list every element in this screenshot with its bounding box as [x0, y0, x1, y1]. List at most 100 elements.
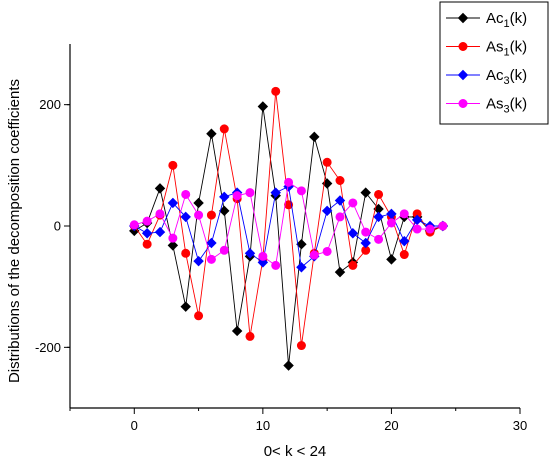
data-point [373, 211, 384, 223]
data-point [412, 224, 422, 234]
series-line [134, 106, 444, 366]
data-point [321, 205, 333, 217]
legend-marker [458, 41, 468, 51]
data-point [348, 198, 358, 208]
data-point [206, 254, 216, 264]
data-point [219, 245, 229, 255]
data-point [244, 248, 256, 259]
data-point [334, 195, 346, 206]
data-point [347, 228, 359, 239]
data-point [361, 227, 371, 237]
data-point [167, 240, 179, 251]
x-tick-label: 10 [256, 418, 270, 433]
y-tick-label: -200 [35, 340, 61, 355]
y-tick-label: 200 [39, 97, 61, 112]
data-point [438, 221, 448, 231]
data-point [180, 211, 191, 223]
legend-item: Ac1(k) [446, 10, 527, 30]
x-axis-title: 0< k < 24 [264, 443, 327, 460]
x-tick-label: 30 [513, 418, 527, 433]
data-point [335, 176, 345, 186]
data-point [142, 239, 152, 249]
data-point [180, 301, 191, 312]
data-point [296, 341, 306, 351]
data-point [334, 266, 346, 278]
data-point [193, 197, 204, 209]
data-point [206, 128, 217, 140]
x-tick-label: 20 [384, 418, 398, 433]
legend-marker [458, 99, 468, 109]
data-point [193, 255, 204, 267]
legend-marker [457, 12, 469, 24]
legend-marker [457, 69, 469, 81]
data-point [296, 238, 307, 250]
legend-label: Ac3(k) [486, 67, 527, 87]
data-point [258, 251, 268, 261]
data-point [360, 237, 371, 249]
series-line [133, 91, 444, 346]
data-point [284, 200, 294, 210]
data-point [141, 228, 153, 239]
data-point [374, 189, 384, 199]
legend-label: As1(k) [486, 39, 527, 59]
data-point [270, 187, 281, 198]
data-point [154, 226, 166, 238]
series-ac1 [129, 101, 449, 371]
data-point [232, 191, 242, 201]
x-tick-label: 0 [131, 418, 138, 433]
data-point [335, 212, 345, 222]
data-point [374, 234, 384, 244]
data-point [167, 197, 179, 209]
axes: 0 10 20 30 -200 0 200 [35, 44, 527, 433]
legend-item: As3(k) [446, 96, 527, 116]
data-point [399, 235, 410, 247]
data-point [322, 157, 332, 167]
series-layer [129, 86, 449, 371]
data-point [257, 101, 269, 112]
legend-label: Ac1(k) [486, 10, 527, 30]
legend-label: As3(k) [486, 96, 527, 116]
data-point [283, 360, 294, 371]
data-point [194, 210, 204, 220]
data-point [309, 131, 320, 143]
data-point [284, 177, 294, 187]
legend: Ac1(k) As1(k) Ac3(k) As3(k) [439, 1, 549, 125]
data-point [386, 218, 396, 228]
data-point [181, 189, 191, 199]
data-point [271, 86, 281, 96]
data-point [194, 311, 204, 321]
data-point [296, 186, 306, 196]
data-point [386, 254, 397, 265]
legend-item: As1(k) [446, 39, 527, 59]
data-point [155, 209, 165, 219]
data-point [219, 191, 230, 203]
legend-item: Ac3(k) [446, 67, 527, 87]
data-point [271, 260, 281, 270]
y-tick-label: 0 [54, 219, 61, 234]
data-point [322, 246, 332, 256]
data-point [206, 210, 216, 220]
data-point [360, 187, 371, 198]
data-point [129, 220, 139, 230]
data-point [296, 262, 307, 273]
data-point [245, 188, 255, 198]
data-point [168, 233, 178, 243]
data-point [399, 209, 409, 219]
data-point [181, 248, 191, 258]
data-point [154, 183, 166, 194]
data-point [348, 260, 358, 270]
series-line [134, 185, 443, 269]
data-point [168, 160, 178, 170]
data-point [425, 224, 435, 234]
y-axis-title: Distributions of the decomposition coeff… [6, 79, 23, 383]
data-point [219, 124, 229, 134]
data-point [231, 325, 243, 337]
data-point [245, 331, 255, 341]
data-point [142, 216, 152, 226]
series-as3 [129, 177, 448, 270]
data-point [309, 250, 319, 260]
data-point [399, 250, 409, 260]
series-as1 [129, 86, 448, 351]
